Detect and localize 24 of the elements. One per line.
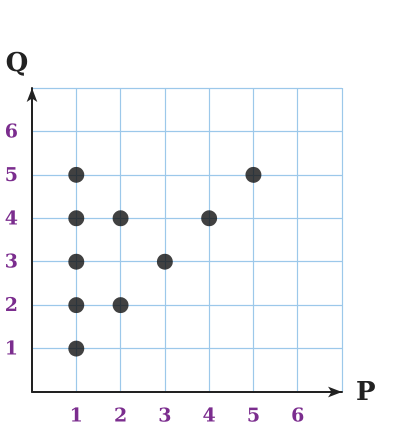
point bbox=[68, 210, 84, 226]
y-tick-label: 2 bbox=[4, 294, 18, 316]
point bbox=[112, 297, 129, 314]
point bbox=[68, 166, 84, 183]
x-tick-label: 4 bbox=[202, 404, 216, 425]
x-tick-label: 5 bbox=[246, 404, 260, 425]
point bbox=[68, 340, 84, 357]
y-tick-label: 6 bbox=[4, 120, 18, 142]
x-tick-label: 3 bbox=[158, 404, 172, 425]
point bbox=[245, 166, 262, 183]
y-tick-label: 3 bbox=[4, 250, 18, 273]
x-tick-label: 2 bbox=[114, 404, 128, 425]
x-axis-title: P bbox=[356, 377, 376, 407]
y-tick-label: 5 bbox=[4, 164, 18, 186]
y-tick-label: 4 bbox=[4, 207, 18, 230]
y-tick-label: 1 bbox=[4, 338, 18, 360]
x-tick-label: 1 bbox=[70, 404, 83, 425]
point bbox=[156, 254, 173, 270]
point bbox=[68, 254, 84, 270]
y-axis-title: Q bbox=[6, 48, 28, 78]
x-tick-label: 6 bbox=[291, 404, 304, 425]
point bbox=[68, 297, 84, 314]
point bbox=[112, 210, 129, 226]
point bbox=[201, 210, 218, 226]
